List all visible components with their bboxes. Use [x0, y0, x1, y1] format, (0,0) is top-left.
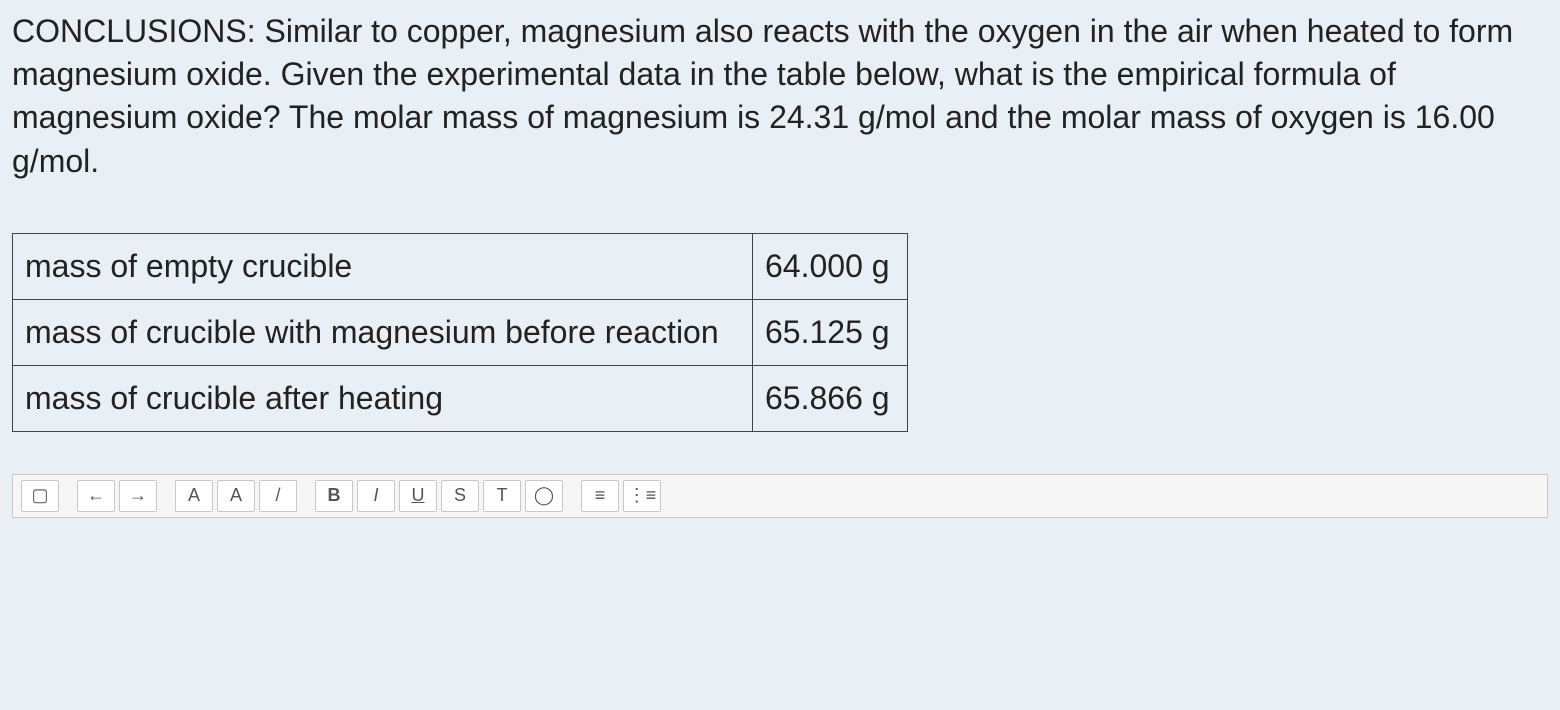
list-button[interactable]: ≡ [581, 480, 619, 512]
table-row: mass of crucible with magnesium before r… [13, 299, 908, 365]
measurement-value: 64.000 g [753, 233, 908, 299]
editor-toolbar: ▢ ← → A A / B I U S T ◯ ≡ ⋮≡ [12, 474, 1548, 518]
strike-button[interactable]: S [441, 480, 479, 512]
toolbar-button[interactable]: ◯ [525, 480, 563, 512]
measurement-value: 65.125 g [753, 299, 908, 365]
table-row: mass of empty crucible 64.000 g [13, 233, 908, 299]
toolbar-button[interactable]: → [119, 480, 157, 512]
underline-button[interactable]: U [399, 480, 437, 512]
measurement-value: 65.866 g [753, 365, 908, 431]
italic-button[interactable]: I [357, 480, 395, 512]
toolbar-button[interactable]: / [259, 480, 297, 512]
measurement-label: mass of empty crucible [13, 233, 753, 299]
list-button[interactable]: ⋮≡ [623, 480, 661, 512]
question-text: CONCLUSIONS: Similar to copper, magnesiu… [12, 10, 1548, 183]
toolbar-button[interactable]: A [217, 480, 255, 512]
toolbar-button[interactable]: T [483, 480, 521, 512]
table-row: mass of crucible after heating 65.866 g [13, 365, 908, 431]
toolbar-button[interactable]: ▢ [21, 480, 59, 512]
measurement-label: mass of crucible with magnesium before r… [13, 299, 753, 365]
data-table: mass of empty crucible 64.000 g mass of … [12, 233, 908, 432]
toolbar-button[interactable]: A [175, 480, 213, 512]
bold-button[interactable]: B [315, 480, 353, 512]
measurement-label: mass of crucible after heating [13, 365, 753, 431]
toolbar-button[interactable]: ← [77, 480, 115, 512]
